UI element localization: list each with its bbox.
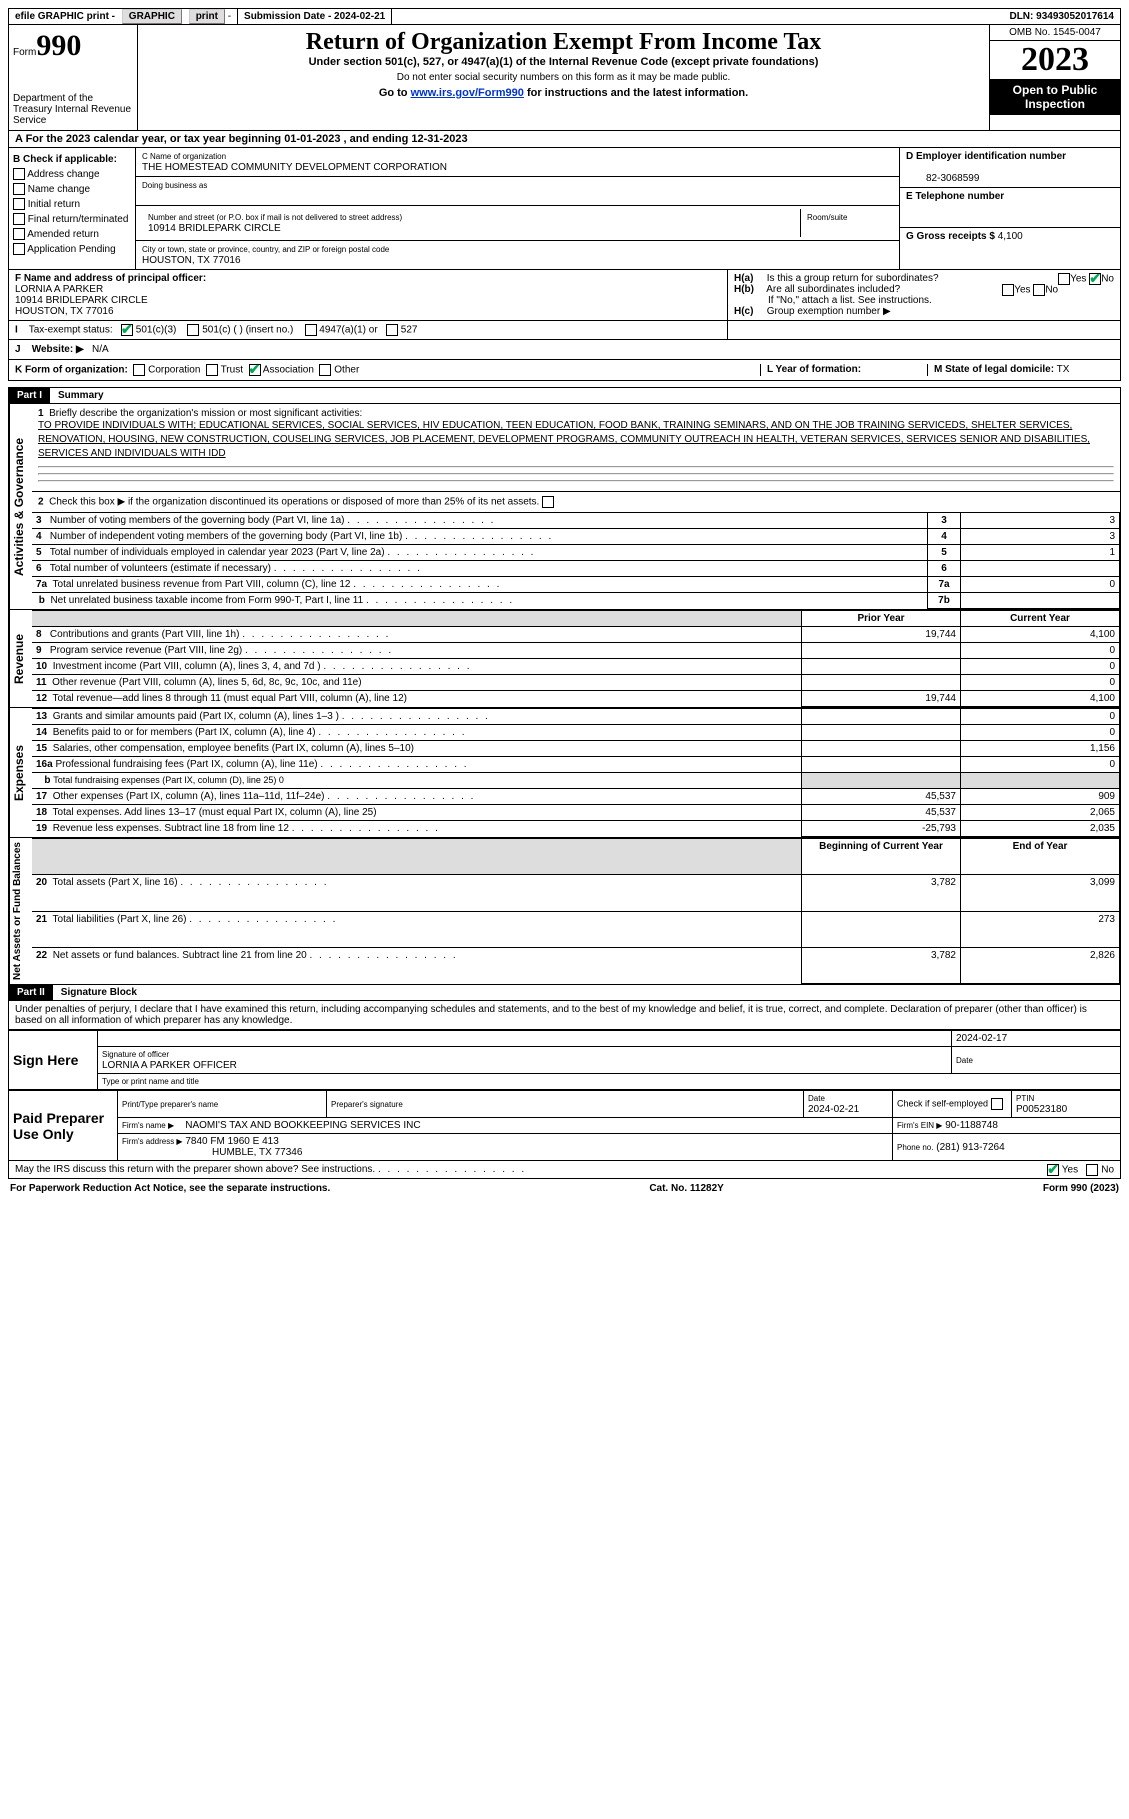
tax-527[interactable] xyxy=(386,324,398,336)
revenue-label: Revenue xyxy=(9,610,32,707)
form-word: Form xyxy=(13,47,36,58)
org-assoc[interactable] xyxy=(249,364,261,376)
row-a: A For the 2023 calendar year, or tax yea… xyxy=(8,131,1121,148)
checkbox-initial[interactable] xyxy=(13,198,25,210)
footer: For Paperwork Reduction Act Notice, see … xyxy=(8,1179,1121,1198)
ein: 82-3068599 xyxy=(906,173,979,184)
open-inspection: Open to Public Inspection xyxy=(990,79,1120,115)
department: Department of the Treasury Internal Reve… xyxy=(13,93,133,126)
form-header: Form990 Department of the Treasury Inter… xyxy=(8,25,1121,131)
org-other[interactable] xyxy=(319,364,331,376)
revenue-section: Revenue Prior YearCurrent Year 8 Contrib… xyxy=(8,610,1121,708)
omb-number: OMB No. 1545-0047 xyxy=(990,25,1120,41)
tax-501c3[interactable] xyxy=(121,324,133,336)
graphic-button[interactable]: GRAPHIC xyxy=(122,9,182,24)
netassets-label: Net Assets or Fund Balances xyxy=(9,838,32,984)
ha-no[interactable] xyxy=(1089,273,1101,285)
hb-yes[interactable] xyxy=(1002,284,1014,296)
preparer-block: Paid Preparer Use Only Print/Type prepar… xyxy=(8,1090,1121,1161)
discuss-no[interactable] xyxy=(1086,1164,1098,1176)
submission-date: Submission Date - 2024-02-21 xyxy=(238,9,392,24)
summary-section: Activities & Governance 1 Briefly descri… xyxy=(8,404,1121,610)
expenses-label: Expenses xyxy=(9,708,32,837)
part1-header: Part I Summary xyxy=(8,387,1121,404)
street-address: 10914 BRIDLEPARK CIRCLE xyxy=(148,223,281,234)
ha-yes[interactable] xyxy=(1058,273,1070,285)
print-button[interactable]: print xyxy=(189,9,225,24)
firm-phone: (281) 913-7264 xyxy=(936,1142,1004,1153)
row-klm: K Form of organization: Corporation Trus… xyxy=(8,360,1121,381)
activities-label: Activities & Governance xyxy=(9,404,32,609)
subtitle-2: Do not enter social security numbers on … xyxy=(146,72,981,83)
checkbox-name[interactable] xyxy=(13,183,25,195)
checkbox-pending[interactable] xyxy=(13,243,25,255)
row-j: J Website: ▶ N/A xyxy=(8,340,1121,360)
sign-block: Sign Here 2024-02-17 Signature of office… xyxy=(8,1030,1121,1090)
efile-label: efile GRAPHIC print - GRAPHIC print - xyxy=(9,9,238,24)
expenses-section: Expenses 13 Grants and similar amounts p… xyxy=(8,708,1121,838)
hb-no[interactable] xyxy=(1033,284,1045,296)
checkbox-amended[interactable] xyxy=(13,228,25,240)
paid-preparer-label: Paid Preparer Use Only xyxy=(9,1091,118,1161)
irs-link[interactable]: www.irs.gov/Form990 xyxy=(411,87,524,99)
row-f: F Name and address of principal officer:… xyxy=(8,270,1121,321)
org-name: THE HOMESTEAD COMMUNITY DEVELOPMENT CORP… xyxy=(142,162,447,173)
part2-header: Part II Signature Block xyxy=(8,985,1121,1001)
firm-addr2: HUMBLE, TX 77346 xyxy=(122,1147,302,1158)
org-trust[interactable] xyxy=(206,364,218,376)
tax-4947[interactable] xyxy=(305,324,317,336)
form-title: Return of Organization Exempt From Incom… xyxy=(146,29,981,56)
tax-501c[interactable] xyxy=(187,324,199,336)
domicile: TX xyxy=(1057,364,1070,375)
officer-name: LORNIA A PARKER xyxy=(15,284,103,295)
website: N/A xyxy=(92,344,109,355)
subtitle-1: Under section 501(c), 527, or 4947(a)(1)… xyxy=(146,56,981,68)
form-number: 990 xyxy=(36,29,81,62)
discuss-row: May the IRS discuss this return with the… xyxy=(8,1161,1121,1179)
prep-date: 2024-02-21 xyxy=(808,1104,859,1115)
sign-here-label: Sign Here xyxy=(9,1031,98,1090)
netassets-section: Net Assets or Fund Balances Beginning of… xyxy=(8,838,1121,985)
declaration: Under penalties of perjury, I declare th… xyxy=(8,1001,1121,1030)
col-c: C Name of organization THE HOMESTEAD COM… xyxy=(136,148,899,269)
section-bcd: B Check if applicable: Address change Na… xyxy=(8,148,1121,270)
firm-addr1: 7840 FM 1960 E 413 xyxy=(185,1136,278,1147)
subtitle-3: Go to www.irs.gov/Form990 for instructio… xyxy=(146,87,981,99)
activities-table: 3 Number of voting members of the govern… xyxy=(32,512,1120,609)
gross-receipts: 4,100 xyxy=(998,231,1023,242)
checkbox-address[interactable] xyxy=(13,168,25,180)
org-corp[interactable] xyxy=(133,364,145,376)
officer-sig: LORNIA A PARKER OFFICER xyxy=(102,1060,237,1071)
firm-ein: 90-1188748 xyxy=(945,1120,998,1131)
top-bar: efile GRAPHIC print - GRAPHIC print - Su… xyxy=(8,8,1121,25)
checkbox-final[interactable] xyxy=(13,213,25,225)
self-emp-check[interactable] xyxy=(991,1098,1003,1110)
line2-check[interactable] xyxy=(542,496,554,508)
mission-text: TO PROVIDE INDIVIDUALS WITH; EDUCATIONAL… xyxy=(38,419,1114,461)
ptin: P00523180 xyxy=(1016,1104,1067,1115)
firm-name: NAOMI'S TAX AND BOOKKEEPING SERVICES INC xyxy=(185,1120,420,1131)
discuss-yes[interactable] xyxy=(1047,1164,1059,1176)
revenue-table: Prior YearCurrent Year 8 Contributions a… xyxy=(32,610,1120,707)
expenses-table: 13 Grants and similar amounts paid (Part… xyxy=(32,708,1120,837)
row-i: I Tax-exempt status: 501(c)(3) 501(c) ( … xyxy=(8,321,1121,340)
sign-date: 2024-02-17 xyxy=(952,1031,1121,1047)
dln: DLN: 93493052017614 xyxy=(1003,9,1120,24)
col-d: D Employer identification number 82-3068… xyxy=(899,148,1120,269)
netassets-table: Beginning of Current YearEnd of Year 20 … xyxy=(32,838,1120,984)
city-state-zip: HOUSTON, TX 77016 xyxy=(142,255,241,266)
tax-year: 2023 xyxy=(990,41,1120,79)
col-b: B Check if applicable: Address change Na… xyxy=(9,148,136,269)
